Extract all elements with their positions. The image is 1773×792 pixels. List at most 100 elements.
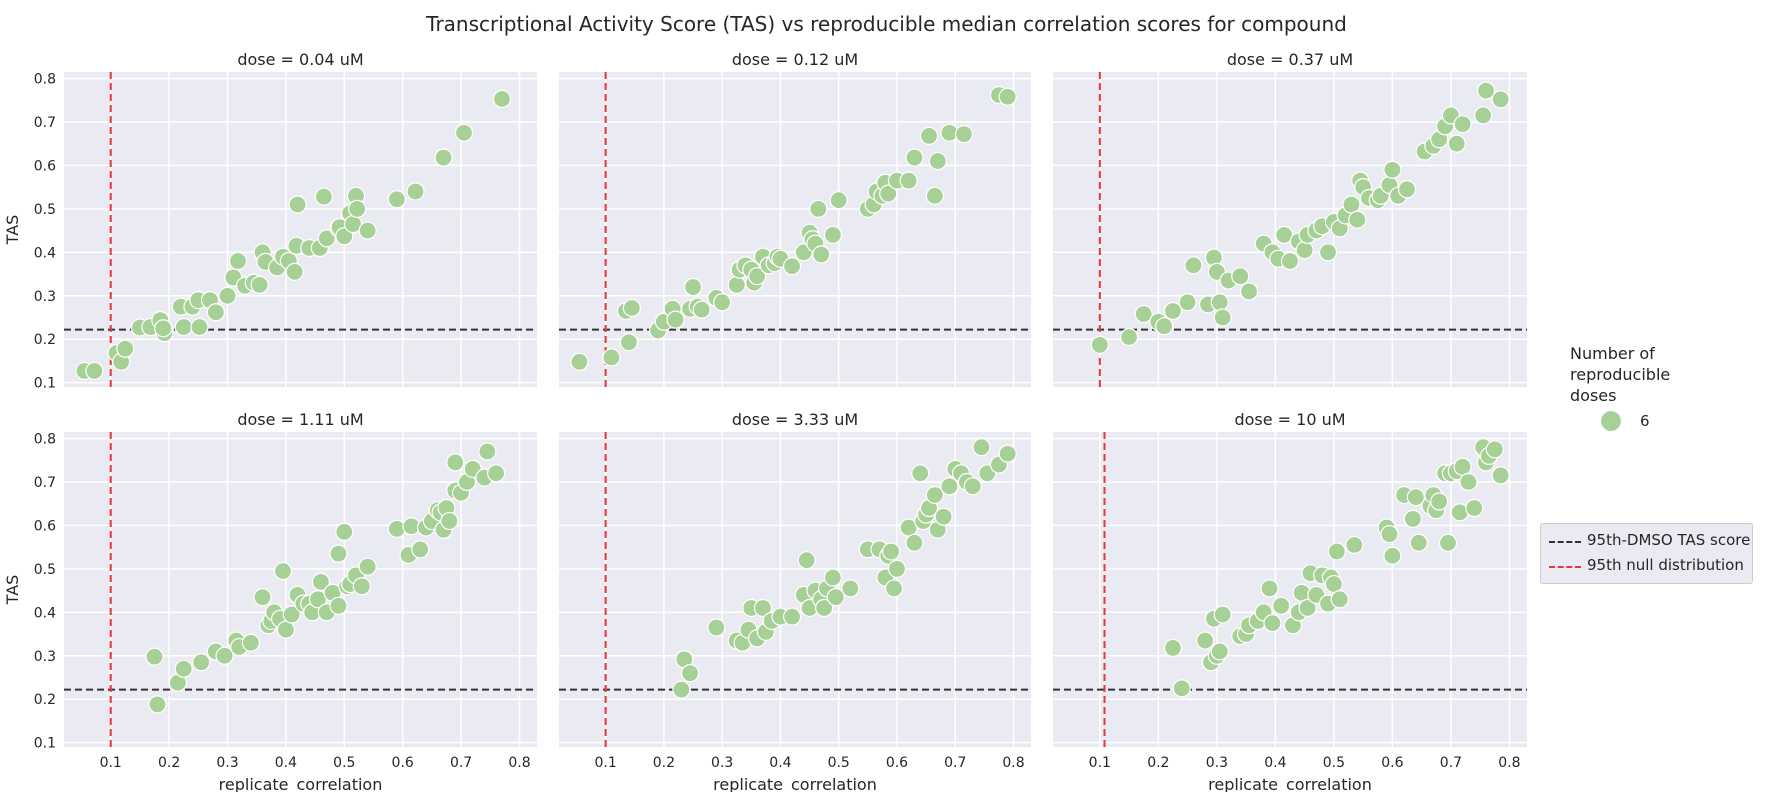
legend-null-label: 95th null distribution bbox=[1587, 556, 1744, 574]
data-point bbox=[335, 227, 354, 246]
data-point bbox=[1155, 317, 1174, 336]
data-point bbox=[1438, 533, 1458, 552]
y-tick-label: 0.7 bbox=[34, 475, 56, 491]
data-point bbox=[1231, 267, 1250, 286]
y-tick-label: 0.2 bbox=[34, 332, 56, 348]
data-point bbox=[826, 588, 845, 607]
y-tick-label: 0.3 bbox=[34, 289, 56, 305]
data-point bbox=[829, 191, 848, 210]
data-point bbox=[190, 317, 209, 337]
data-point bbox=[1383, 546, 1402, 565]
legend-lines-box: 95th-DMSO TAS score 95th null distributi… bbox=[1540, 523, 1753, 584]
x-tick-label: 0.5 bbox=[828, 755, 850, 771]
data-point bbox=[1178, 293, 1197, 312]
data-point bbox=[1163, 301, 1183, 321]
data-point bbox=[387, 190, 406, 209]
data-point bbox=[934, 507, 953, 526]
data-point bbox=[1324, 574, 1343, 594]
panel-title: dose = 3.33 uM bbox=[732, 410, 858, 429]
legend-title-line-1: Number of bbox=[1570, 344, 1655, 363]
data-point bbox=[282, 605, 301, 624]
x-axis-label: replicate_correlation bbox=[1208, 775, 1372, 792]
data-point bbox=[940, 477, 959, 496]
data-point bbox=[174, 317, 193, 337]
data-point bbox=[998, 87, 1017, 106]
data-point bbox=[753, 598, 773, 618]
facet-panel: dose = 0.12 uM bbox=[559, 50, 1031, 387]
y-tick-label: 0.5 bbox=[34, 202, 56, 218]
data-point bbox=[406, 182, 425, 201]
data-point bbox=[454, 123, 474, 142]
x-tick-label: 0.7 bbox=[944, 755, 966, 771]
data-point bbox=[841, 579, 860, 598]
x-tick-label: 0.3 bbox=[1206, 755, 1228, 771]
data-point bbox=[1134, 304, 1153, 324]
data-point bbox=[1298, 598, 1317, 618]
data-point bbox=[782, 607, 802, 626]
data-point bbox=[329, 596, 348, 615]
data-point bbox=[1210, 642, 1229, 661]
data-point bbox=[1280, 251, 1300, 271]
data-point bbox=[899, 171, 918, 190]
x-tick-label: 0.3 bbox=[711, 755, 733, 771]
data-point bbox=[1318, 243, 1338, 262]
data-point bbox=[1453, 115, 1472, 134]
data-point bbox=[487, 464, 506, 483]
x-tick-label: 0.5 bbox=[333, 755, 355, 771]
data-point bbox=[174, 659, 193, 678]
data-point bbox=[1380, 525, 1399, 544]
data-point bbox=[882, 542, 901, 561]
data-point bbox=[285, 262, 304, 281]
x-tick-label: 0.4 bbox=[769, 755, 791, 771]
y-tick-label: 0.8 bbox=[34, 72, 56, 88]
data-point bbox=[317, 229, 336, 248]
data-point bbox=[1465, 498, 1484, 518]
y-tick-label: 0.1 bbox=[34, 376, 56, 392]
panel-background bbox=[1053, 432, 1527, 747]
data-point bbox=[335, 522, 354, 542]
data-point bbox=[1348, 210, 1367, 229]
data-point bbox=[727, 275, 746, 294]
x-tick-label: 0.7 bbox=[1440, 755, 1462, 771]
data-point bbox=[492, 89, 512, 109]
data-point bbox=[602, 348, 621, 367]
data-point bbox=[1119, 327, 1139, 347]
x-tick-label: 0.1 bbox=[594, 755, 616, 771]
y-tick-label: 0.5 bbox=[34, 562, 56, 578]
data-point bbox=[1383, 160, 1402, 179]
x-tick-label: 0.8 bbox=[1002, 755, 1024, 771]
data-point bbox=[273, 561, 293, 581]
data-point bbox=[782, 257, 802, 276]
y-tick-label: 0.8 bbox=[34, 432, 56, 448]
data-point bbox=[713, 293, 732, 312]
data-point bbox=[1403, 509, 1422, 528]
data-point bbox=[1406, 488, 1425, 507]
legend-dmso-line bbox=[1549, 541, 1581, 543]
data-point bbox=[228, 251, 248, 271]
data-point bbox=[253, 588, 272, 607]
data-point bbox=[1327, 542, 1346, 561]
data-point bbox=[311, 572, 331, 591]
data-point bbox=[905, 148, 924, 167]
x-tick-label: 0.2 bbox=[158, 755, 180, 771]
data-point bbox=[707, 618, 726, 637]
legend-title-line-2: reproducible bbox=[1570, 365, 1671, 384]
figure-title: Transcriptional Activity Score (TAS) vs … bbox=[426, 12, 1347, 36]
y-tick-label: 0.1 bbox=[34, 736, 56, 752]
data-point bbox=[329, 544, 348, 563]
x-tick-label: 0.8 bbox=[1498, 755, 1520, 771]
y-axis-label: TAS bbox=[3, 215, 22, 246]
data-point bbox=[963, 477, 982, 496]
legend-size-title: Number of reproducible doses bbox=[1570, 343, 1730, 406]
data-point bbox=[1397, 180, 1417, 199]
panel-title: dose = 0.12 uM bbox=[732, 50, 858, 69]
data-point bbox=[1476, 81, 1496, 100]
legend-null-line bbox=[1549, 566, 1581, 568]
data-point bbox=[1474, 106, 1493, 125]
data-point bbox=[358, 221, 377, 240]
data-point bbox=[812, 245, 831, 264]
x-tick-label: 0.4 bbox=[1264, 755, 1286, 771]
data-point bbox=[692, 300, 711, 319]
y-tick-label: 0.4 bbox=[34, 605, 56, 621]
